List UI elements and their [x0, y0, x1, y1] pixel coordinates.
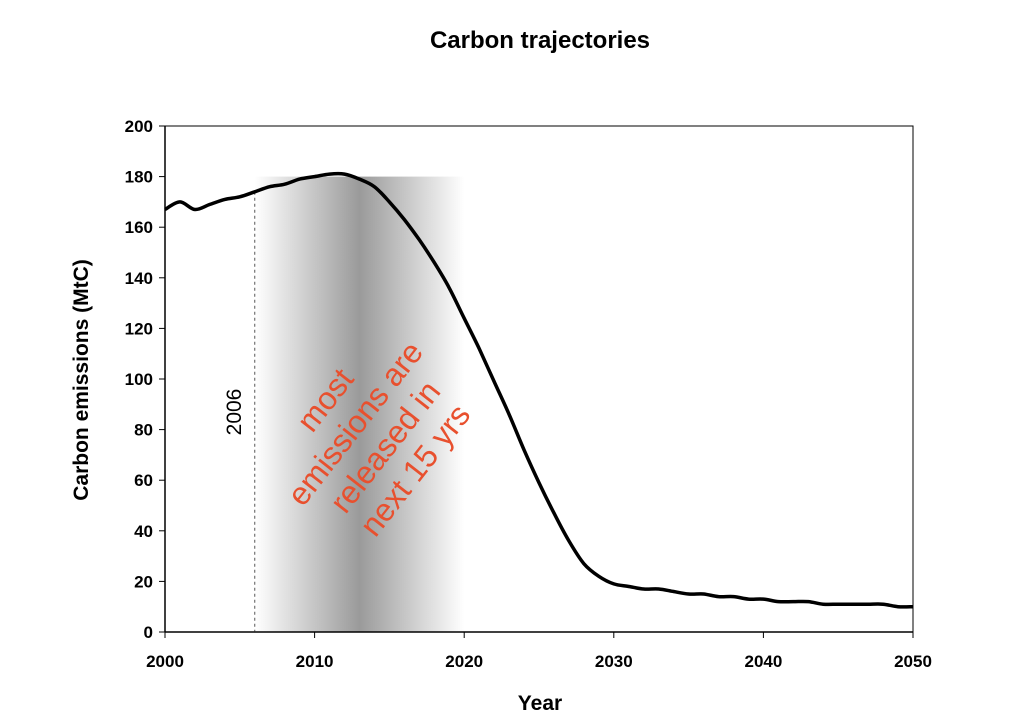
- plot-frame: [164, 125, 914, 633]
- y-tick-label: 200: [125, 117, 153, 136]
- y-tick-label: 180: [125, 168, 153, 187]
- y-tick-label: 160: [125, 218, 153, 237]
- y-tick-label: 60: [134, 471, 153, 490]
- x-tick-label: 2000: [146, 652, 184, 671]
- marker-label: 2006: [223, 389, 246, 436]
- y-tick-label: 80: [134, 421, 153, 440]
- x-tick-label: 2040: [744, 652, 782, 671]
- y-axis: 0 20 40 60 80 100 120 140 160 180 200: [125, 117, 166, 642]
- chart-title: Carbon trajectories: [430, 27, 650, 54]
- y-axis-title: Carbon emissions (MtC): [70, 259, 93, 501]
- y-tick-label: 0: [144, 623, 153, 642]
- x-axis: 2000 2010 2020 2030 2040 2050: [146, 631, 932, 671]
- x-tick-label: 2020: [445, 652, 483, 671]
- x-tick-label: 2050: [894, 652, 932, 671]
- y-tick-label: 40: [134, 522, 153, 541]
- y-tick-label: 20: [134, 572, 153, 591]
- y-tick-label: 140: [125, 269, 153, 288]
- y-tick-label: 120: [125, 319, 153, 338]
- series-line: [164, 171, 914, 609]
- x-tick-label: 2030: [595, 652, 633, 671]
- x-axis-title: Year: [518, 692, 562, 715]
- y-tick-label: 100: [125, 370, 153, 389]
- x-tick-label: 2010: [296, 652, 334, 671]
